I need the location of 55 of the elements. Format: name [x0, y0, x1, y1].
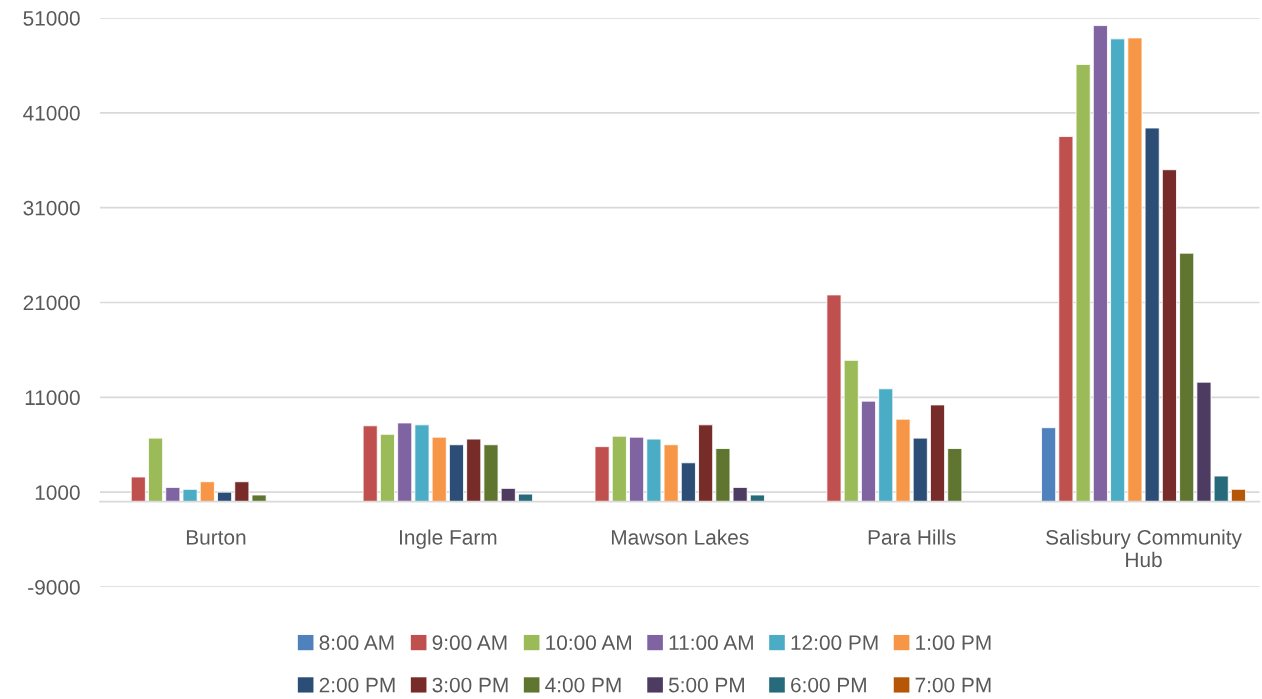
bar: [594, 446, 610, 503]
bar: [947, 448, 963, 503]
bar: [448, 444, 464, 503]
legend-label: 12:00 PM: [791, 635, 878, 651]
bar: [148, 437, 164, 503]
bar: [930, 404, 946, 503]
bar: [130, 476, 146, 503]
legend-label: 7:00 PM: [915, 677, 991, 693]
legend-label: 10:00 AM: [546, 635, 631, 651]
legend-label: 1:00 PM: [916, 635, 991, 651]
bar: [1041, 427, 1057, 503]
bar: [1179, 252, 1195, 503]
bar: [483, 444, 499, 503]
bar: [199, 481, 215, 503]
y-tick-label: 21000: [23, 295, 80, 311]
bar: [749, 494, 765, 503]
x-tick-label: Salisbury Community Hub: [1046, 529, 1242, 568]
bar: [1230, 488, 1246, 503]
bar: [895, 418, 911, 503]
bar: [466, 438, 482, 503]
bar: [826, 294, 842, 503]
bar: [1161, 169, 1177, 503]
x-tick-label: Ingle Farm: [399, 529, 497, 549]
x-tick-label: Burton: [186, 530, 246, 545]
bar: [680, 462, 696, 503]
bar: [1092, 25, 1108, 503]
bar: [629, 436, 645, 503]
bar: [912, 437, 928, 503]
bar: [843, 359, 859, 503]
y-tick-label: 11000: [25, 390, 80, 406]
bar: [1110, 38, 1126, 503]
bar: [611, 435, 627, 503]
legend-label: 9:00 AM: [432, 635, 507, 651]
bar: [861, 400, 876, 503]
bar: [397, 422, 413, 503]
bar: [500, 487, 516, 503]
y-tick-label: 1000: [35, 485, 80, 500]
bar: [878, 388, 894, 503]
legend-label: 3:00 PM: [432, 677, 508, 693]
y-tick-label: 41000: [23, 105, 80, 121]
x-tick-label: Para Hills: [868, 529, 956, 545]
y-tick-label: 31000: [23, 200, 80, 216]
bar: [362, 425, 378, 503]
legend-label: 8:00 AM: [319, 635, 394, 651]
bar: [379, 433, 395, 503]
legend-label: 11:00 AM: [669, 635, 753, 651]
x-tick-label: Mawson Lakes: [611, 529, 749, 545]
legend-label: 4:00 PM: [545, 677, 621, 693]
legend-label: 6:00 PM: [791, 677, 866, 693]
y-tick-label: 51000: [23, 11, 80, 26]
y-tick-label: -9000: [28, 580, 80, 595]
legend-label: 2:00 PM: [319, 677, 395, 693]
legend-label: 5:00 PM: [668, 677, 744, 693]
bar: [518, 493, 533, 503]
bar: [698, 424, 714, 503]
